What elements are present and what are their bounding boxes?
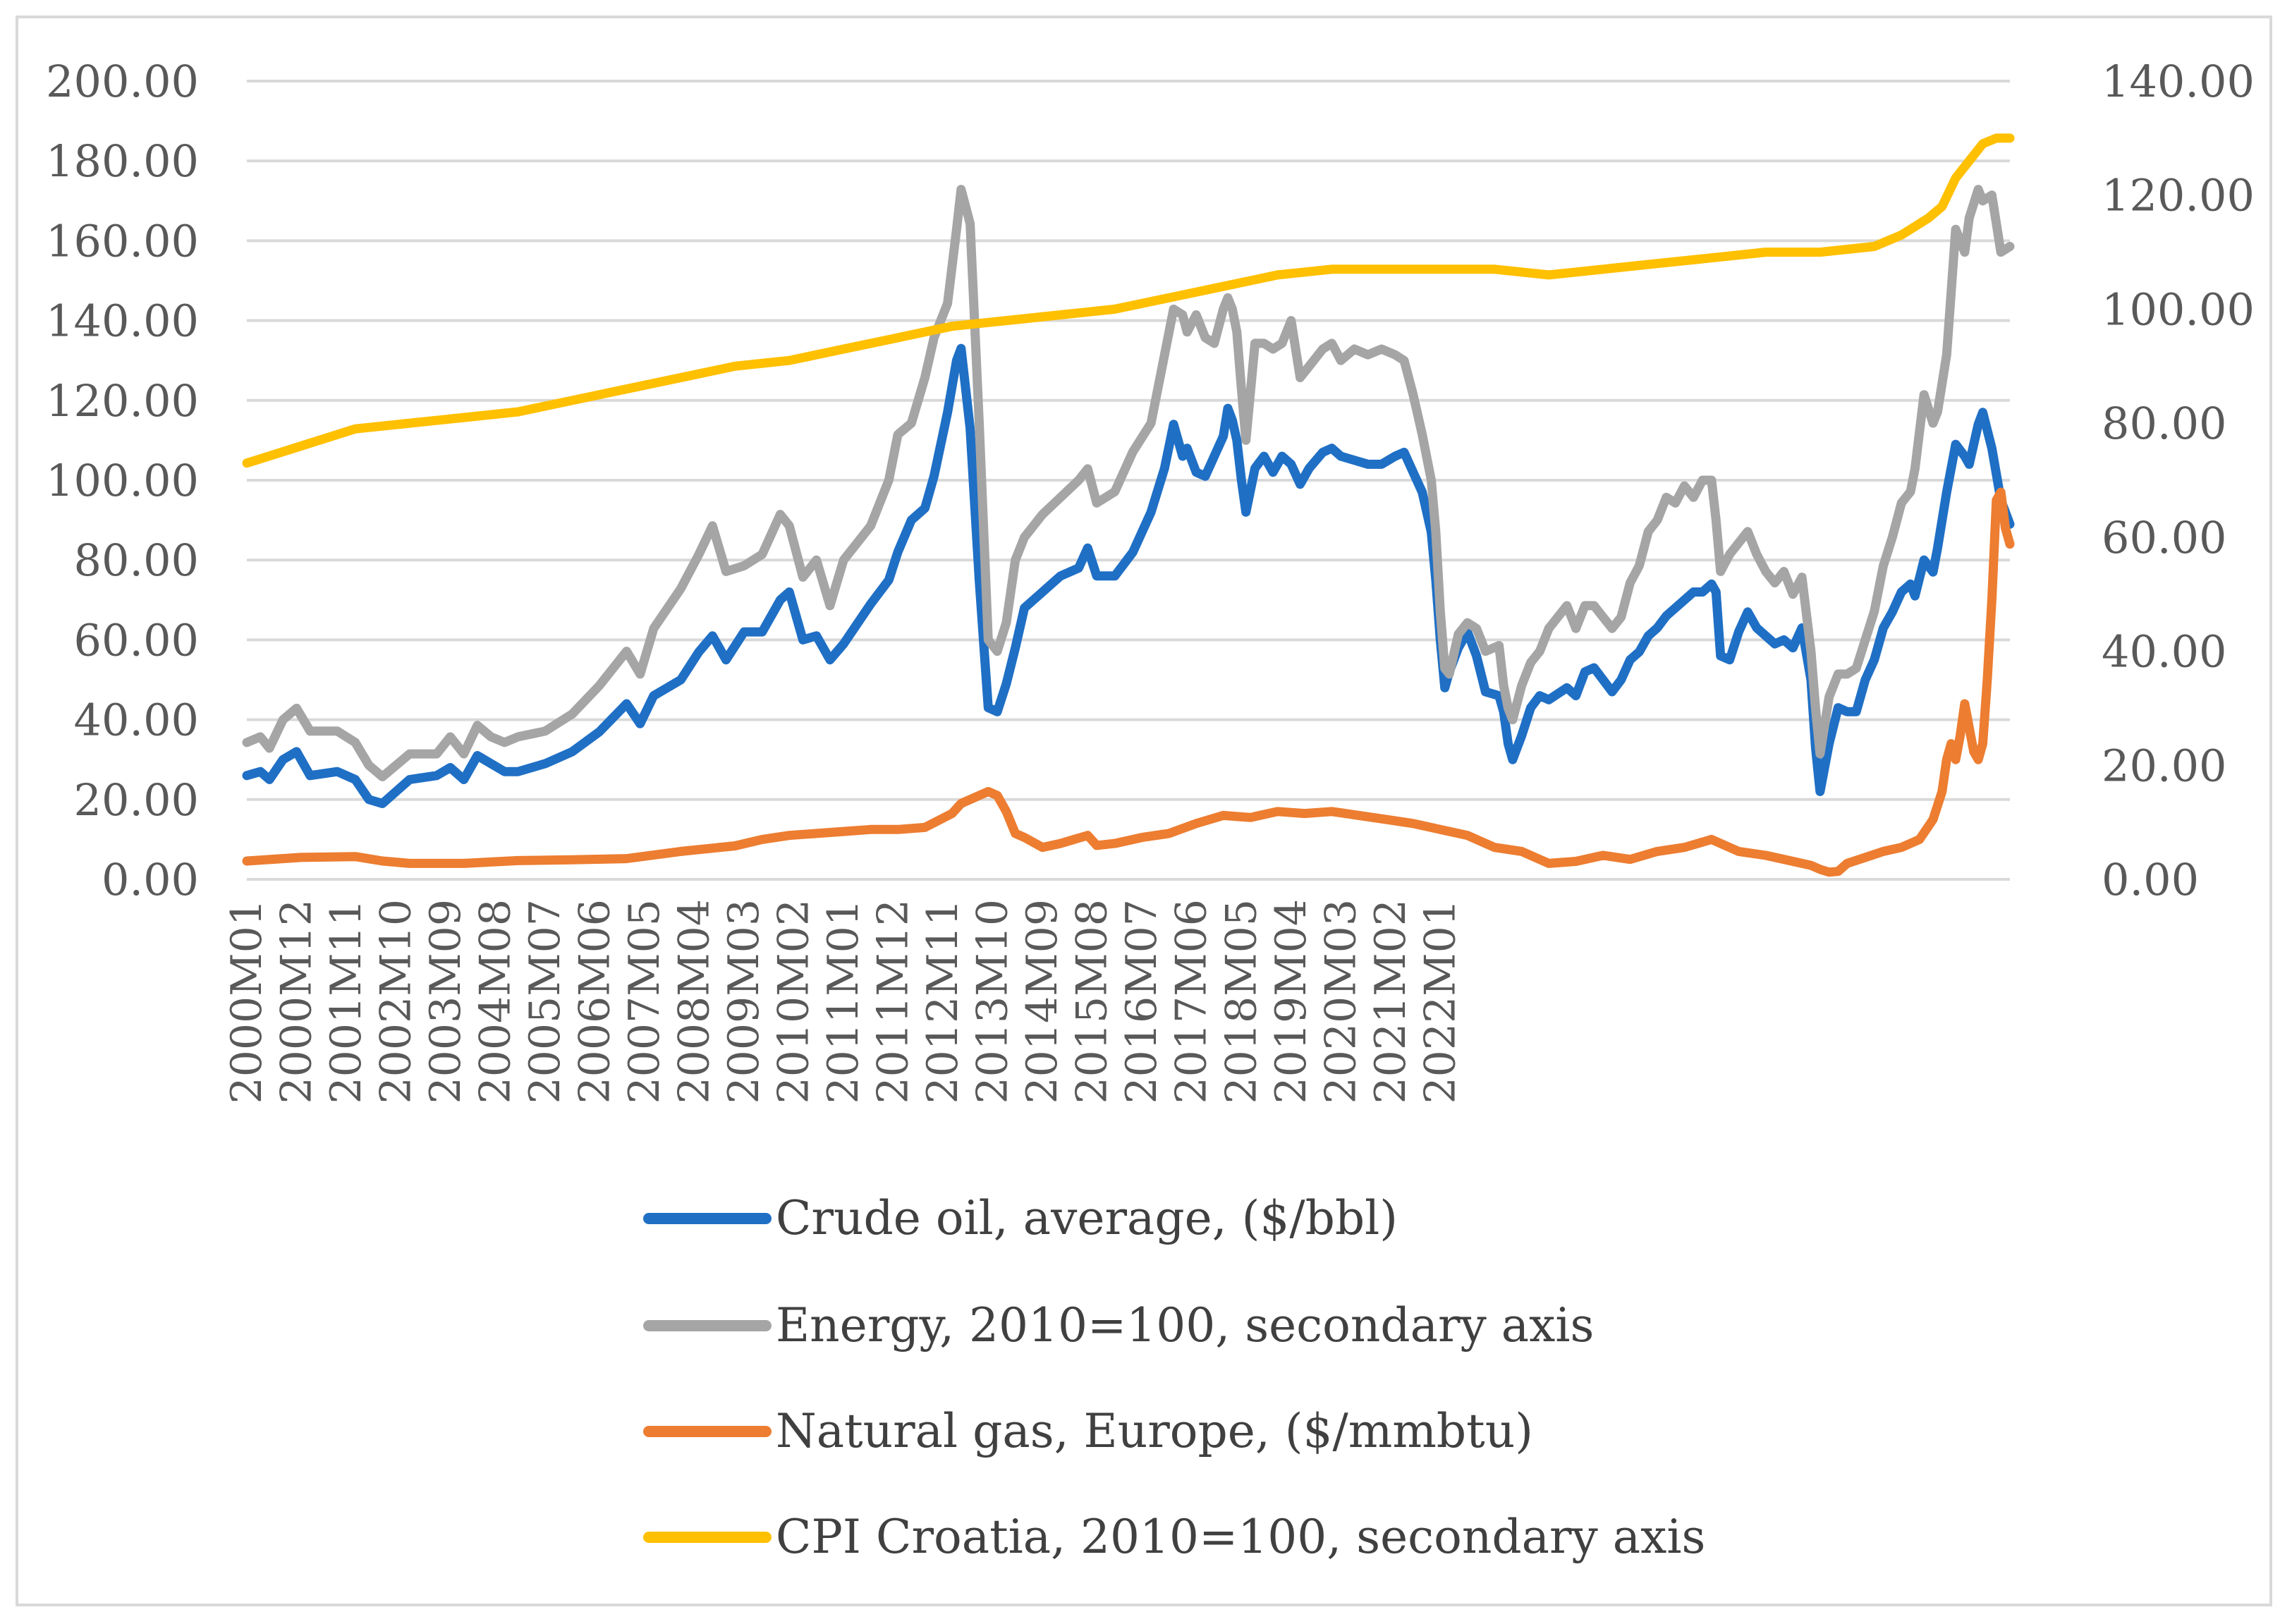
y2-tick-label: 100.00: [2102, 283, 2255, 335]
x-tick-label: 2001M11: [322, 899, 371, 1104]
x-tick-label: 2003M09: [421, 899, 470, 1104]
x-tick-label: 2013M10: [968, 899, 1018, 1104]
x-tick-label: 2008M04: [670, 899, 719, 1104]
y-tick-label: 200.00: [46, 56, 199, 107]
y-tick-label: 0.00: [102, 854, 199, 905]
x-tick-label: 2014M09: [1018, 899, 1067, 1104]
y-tick-label: 160.00: [46, 215, 199, 267]
x-tick-label: 2000M01: [222, 899, 272, 1104]
chart-frame: [16, 16, 2272, 1606]
x-tick-label: 2018M05: [1217, 899, 1266, 1104]
legend-label: Natural gas, Europe, ($/mmbtu): [776, 1404, 1533, 1458]
y2-tick-label: 20.00: [2102, 740, 2227, 791]
series-line-2: [242, 487, 2015, 877]
series-line-1: [242, 185, 2015, 781]
y-tick-label: 80.00: [74, 535, 200, 586]
series-line-0: [242, 343, 2015, 808]
x-tick-label: 2021M02: [1366, 899, 1415, 1104]
y2-tick-label: 40.00: [2102, 626, 2227, 678]
legend-label: Energy, 2010=100, secondary axis: [776, 1298, 1594, 1353]
x-tick-label: 2011M01: [819, 899, 868, 1104]
y-tick-label: 140.00: [46, 295, 199, 347]
y-tick-label: 40.00: [74, 695, 200, 746]
x-tick-label: 2004M08: [471, 899, 520, 1104]
x-tick-label: 2006M06: [571, 899, 620, 1104]
x-tick-label: 2002M10: [372, 899, 421, 1104]
legend: Crude oil, average, ($/bbl) Energy, 2010=…: [643, 1191, 1705, 1564]
x-tick-label: 2007M05: [620, 899, 669, 1104]
y2-tick-label: 60.00: [2102, 512, 2227, 563]
x-tick-label: 2000M12: [272, 899, 322, 1104]
x-tick-label: 2016M07: [1117, 899, 1166, 1104]
y-tick-label: 20.00: [74, 774, 200, 826]
x-tick-label: 2022M01: [1415, 899, 1465, 1104]
y2-tick-label: 0.00: [2102, 854, 2199, 905]
primary-y-axis: 0.00 20.00 40.00 60.00 80.00 100.00 120.00 140.…: [46, 56, 199, 905]
x-tick-label: 2010M02: [769, 899, 819, 1104]
x-tick-label: 2011M12: [869, 899, 918, 1104]
legend-label: CPI Croatia, 2010=100, secondary axis: [776, 1510, 1705, 1564]
y-tick-label: 100.00: [46, 455, 199, 506]
x-tick-label: 2015M08: [1068, 899, 1117, 1104]
x-axis: 2000M01 2000M12 2001M11 2002M10 2003M09 2004M…: [222, 899, 1465, 1104]
x-tick-label: 2009M03: [719, 899, 769, 1104]
x-tick-label: 2012M11: [918, 899, 968, 1104]
y-tick-label: 120.00: [46, 375, 199, 427]
y2-tick-label: 80.00: [2102, 398, 2227, 449]
secondary-y-axis: 0.00 20.00 40.00 60.00 80.00 100.00 120.00 140.…: [2102, 56, 2255, 905]
legend-label: Crude oil, average, ($/bbl): [776, 1191, 1398, 1245]
series-lines: [242, 133, 2015, 877]
y2-tick-label: 140.00: [2102, 56, 2255, 107]
x-tick-label: 2019M04: [1267, 899, 1316, 1104]
y-tick-label: 60.00: [74, 614, 200, 666]
y-tick-label: 180.00: [46, 135, 199, 187]
y2-tick-label: 120.00: [2102, 170, 2255, 221]
x-tick-label: 2020M03: [1316, 899, 1365, 1104]
x-tick-label: 2005M07: [520, 899, 570, 1104]
series-line-3: [242, 133, 2015, 468]
x-tick-label: 2017M06: [1167, 899, 1217, 1104]
gridlines: [247, 80, 2010, 881]
